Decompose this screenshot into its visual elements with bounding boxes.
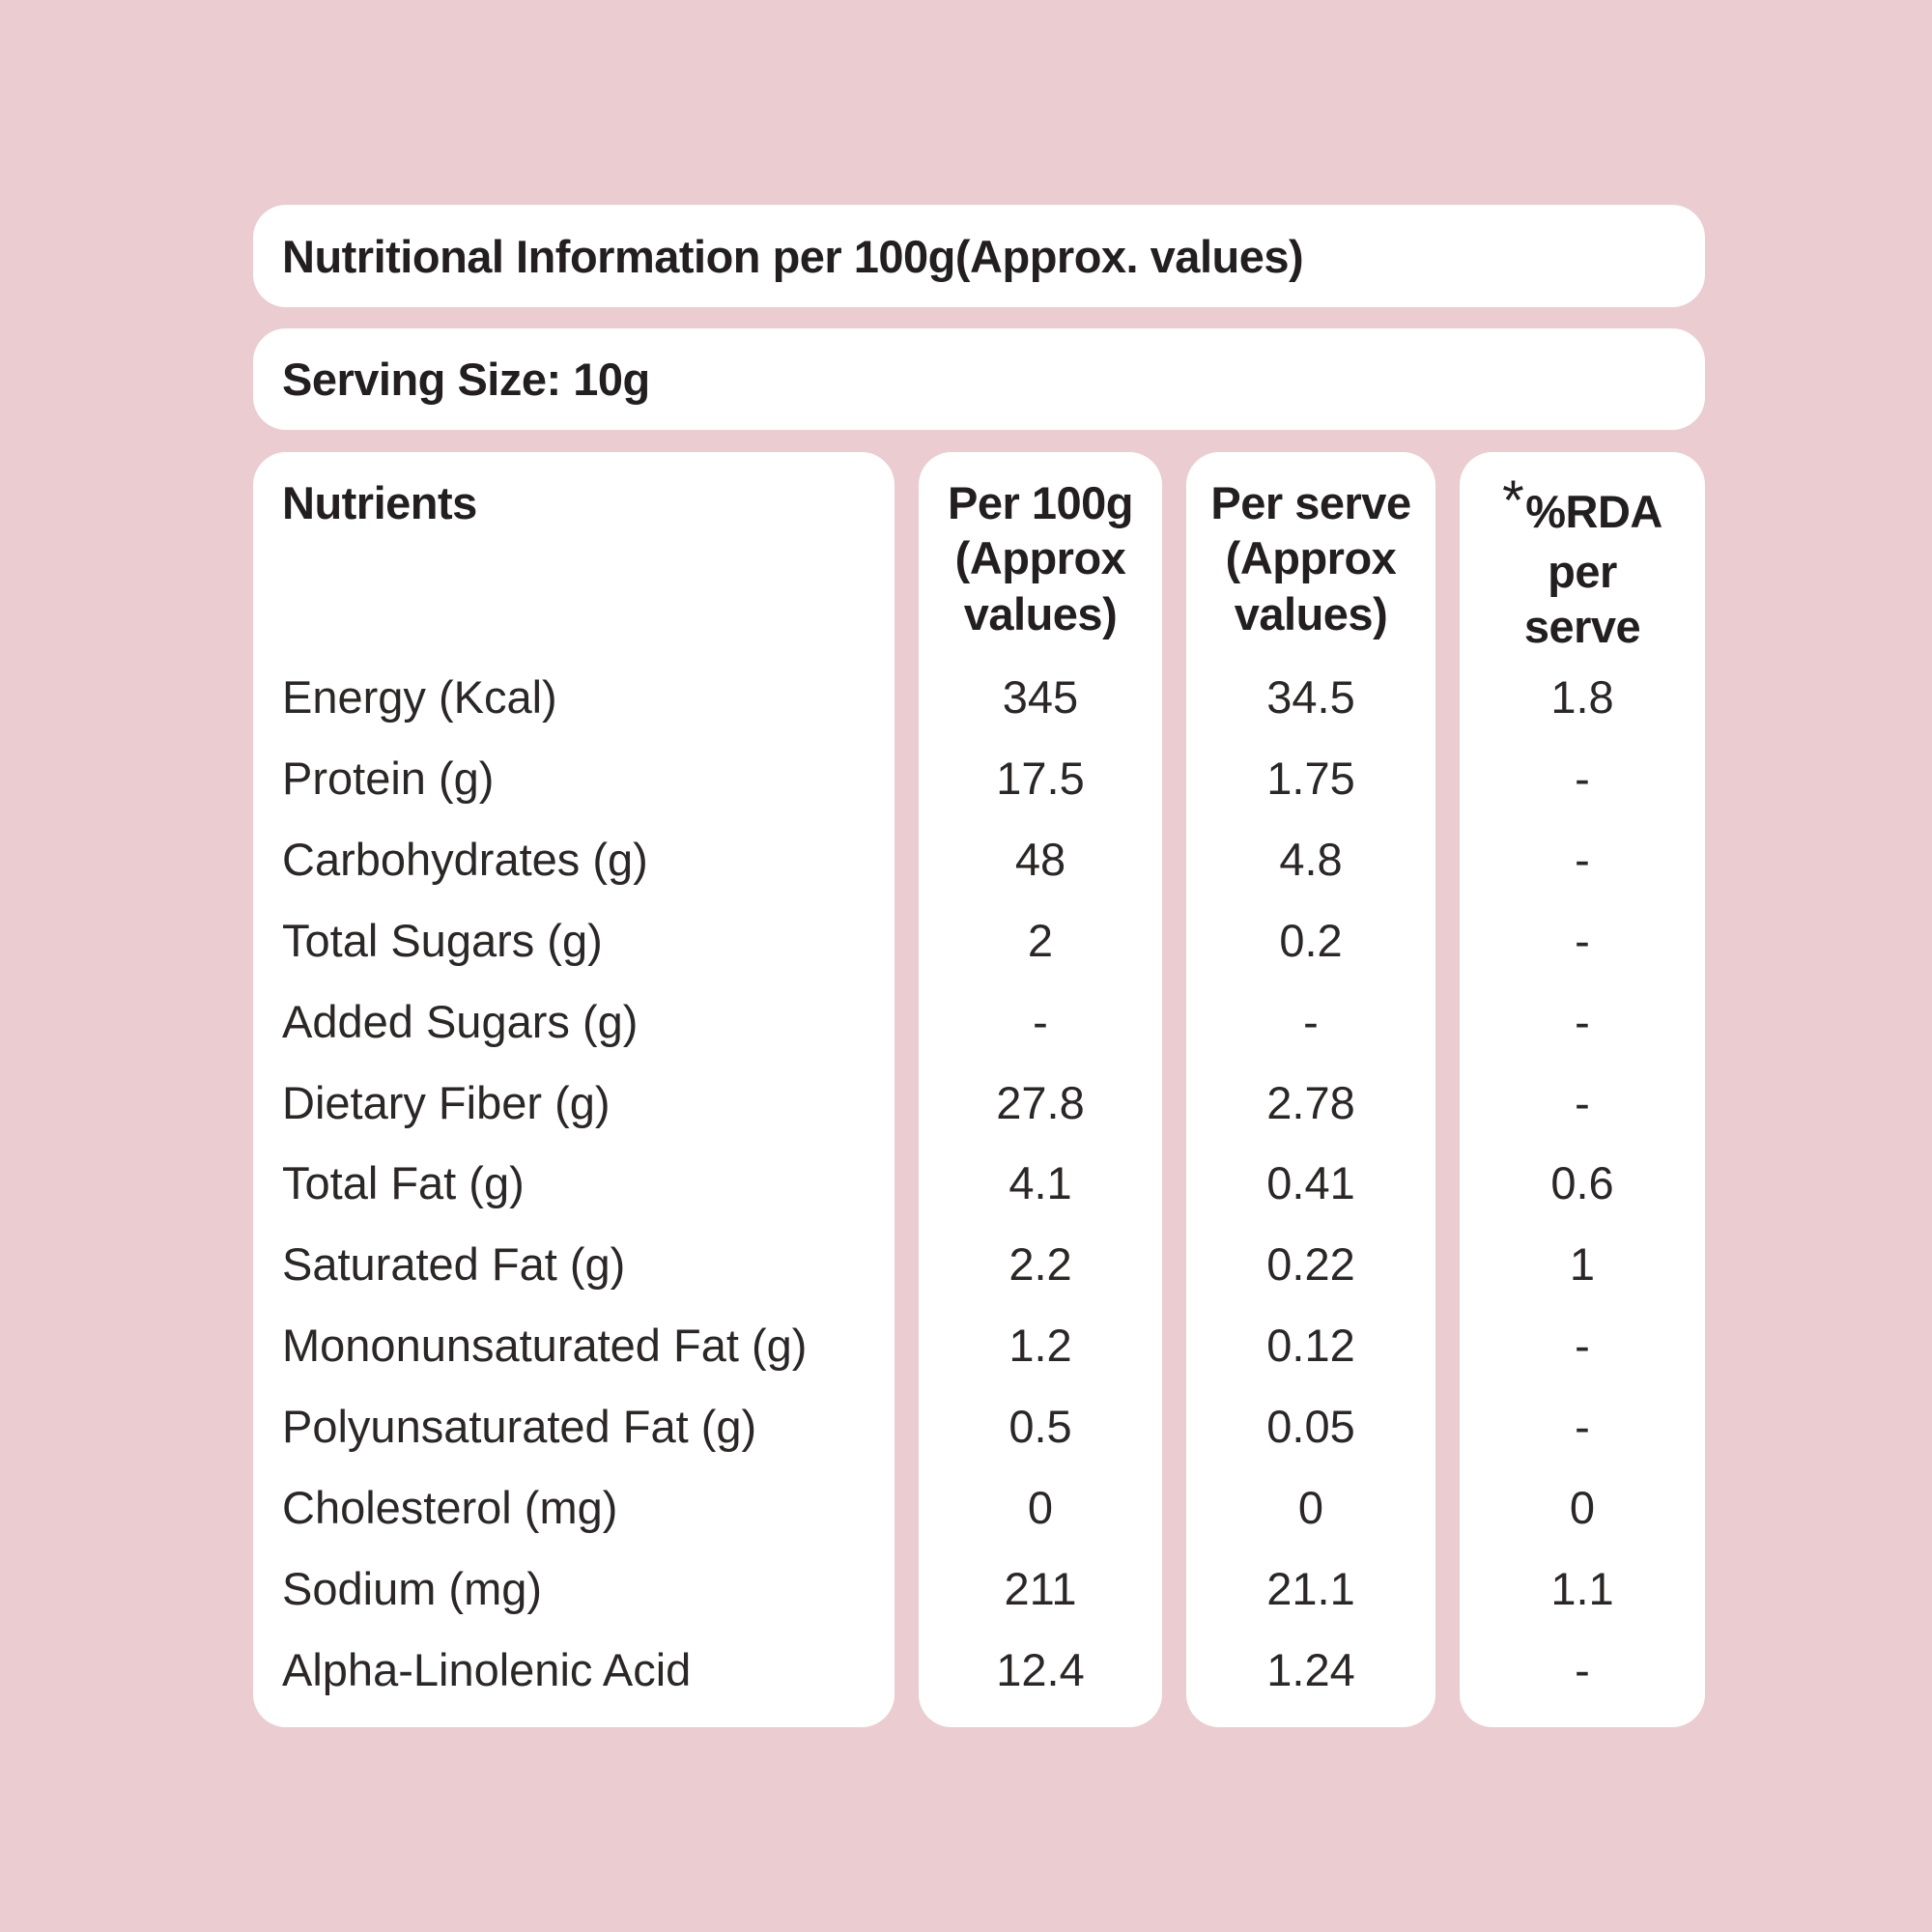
- value-cell-per_serve: 2.78: [1266, 1076, 1355, 1128]
- nutrient-name-cell: Protein (g): [282, 753, 495, 805]
- value-cell-rda: 1.8: [1550, 671, 1614, 724]
- nutrient-name-cell: Added Sugars (g): [282, 995, 639, 1047]
- value-cell-rda: 1.1: [1550, 1562, 1614, 1614]
- nutrient-name-cell: Polyunsaturated Fat (g): [282, 1401, 757, 1453]
- value-cell-per_serve: 4.8: [1279, 834, 1343, 886]
- value-cell-per_100g: 12.4: [996, 1643, 1085, 1695]
- column-per-serve: Per serve (Approx values) 34.5 1.75 4.8 0.2…: [1186, 452, 1435, 1727]
- per-100g-value-rows: 345 17.5 48 2 - 27.8 4.1 2.2 1.2 0.5 0 211 12.4: [919, 657, 1162, 1710]
- column-header-per-serve: Per serve (Approx values): [1210, 477, 1411, 639]
- column-nutrients: Nutrients Energy (Kcal) Protein (g) Carboh…: [253, 452, 895, 1727]
- nutrient-name-cell: Energy (Kcal): [282, 671, 557, 724]
- per-serve-value-rows: 34.5 1.75 4.8 0.2 - 2.78 0.41 0.22 0.12 0.05 0 21.1…: [1186, 657, 1435, 1710]
- rda-value-rows: 1.8 - - - - - 0.6 1 - - 0 1.1 -: [1460, 657, 1705, 1710]
- rda-header-text: %RDA per serve: [1523, 486, 1663, 653]
- column-rda: *%RDA per serve 1.8 - - - - - 0.6 1 - - 0 1.1 -: [1460, 452, 1705, 1727]
- value-cell-per_serve: 1.75: [1266, 753, 1355, 805]
- value-cell-per_serve: 0.12: [1266, 1320, 1355, 1372]
- value-cell-per_100g: 27.8: [996, 1076, 1085, 1128]
- value-cell-per_100g: -: [1033, 995, 1048, 1047]
- value-cell-rda: -: [1575, 1320, 1590, 1372]
- value-cell-rda: -: [1575, 1076, 1590, 1128]
- value-cell-per_serve: 0.2: [1279, 914, 1343, 966]
- value-cell-per_serve: 0: [1297, 1481, 1324, 1533]
- page-title: Nutritional Information per 100g(Approx.…: [282, 230, 1304, 282]
- value-cell-per_serve: 0.22: [1266, 1238, 1355, 1291]
- value-cell-rda: -: [1575, 914, 1590, 966]
- value-cell-per_100g: 0.5: [1009, 1401, 1072, 1453]
- rda-asterisk: *: [1502, 469, 1524, 532]
- value-cell-per_100g: 48: [1014, 834, 1066, 886]
- nutrient-name-rows: Energy (Kcal) Protein (g) Carbohydrates (g…: [253, 657, 895, 1710]
- value-cell-per_100g: 211: [1004, 1562, 1077, 1614]
- serving-size-card: Serving Size: 10g: [253, 328, 1705, 430]
- nutrient-name-cell: Sodium (mg): [282, 1562, 543, 1614]
- value-cell-per_100g: 17.5: [996, 753, 1085, 805]
- column-header-rda: *%RDA per serve: [1460, 469, 1705, 657]
- value-cell-per_serve: 1.24: [1266, 1643, 1355, 1695]
- nutrient-name-cell: Total Sugars (g): [282, 914, 603, 966]
- value-cell-rda: -: [1575, 753, 1590, 805]
- column-header-per-100g: Per 100g (Approx values): [948, 477, 1133, 639]
- value-cell-rda: -: [1575, 1401, 1590, 1453]
- value-cell-per_100g: 4.1: [1009, 1157, 1072, 1209]
- nutrient-name-cell: Total Fat (g): [282, 1157, 525, 1209]
- value-cell-per_serve: 0.05: [1266, 1401, 1355, 1453]
- value-cell-rda: -: [1575, 995, 1590, 1047]
- nutrient-name-cell: Alpha-Linolenic Acid: [282, 1643, 692, 1695]
- value-cell-per_serve: 34.5: [1266, 671, 1355, 724]
- nutrition-table: Nutrients Energy (Kcal) Protein (g) Carboh…: [253, 452, 1705, 1727]
- value-cell-per_serve: 21.1: [1266, 1562, 1355, 1614]
- nutrient-name-cell: Cholesterol (mg): [282, 1481, 618, 1533]
- column-header-nutrients: Nutrients: [282, 477, 477, 528]
- value-cell-rda: -: [1575, 1643, 1590, 1695]
- value-cell-rda: 0.6: [1550, 1157, 1614, 1209]
- value-cell-per_serve: -: [1303, 995, 1319, 1047]
- nutrient-name-cell: Dietary Fiber (g): [282, 1076, 611, 1128]
- column-per-100g: Per 100g (Approx values) 345 17.5 48 2 - 27.8…: [919, 452, 1162, 1727]
- serving-size-text: Serving Size: 10g: [282, 354, 650, 405]
- nutrient-name-cell: Saturated Fat (g): [282, 1238, 626, 1291]
- nutrient-name-cell: Carbohydrates (g): [282, 834, 648, 886]
- value-cell-rda: 0: [1569, 1481, 1596, 1533]
- title-card: Nutritional Information per 100g(Approx.…: [253, 205, 1705, 307]
- nutrient-name-cell: Mononunsaturated Fat (g): [282, 1320, 808, 1372]
- value-cell-rda: -: [1575, 834, 1590, 886]
- value-cell-per_100g: 2: [1027, 914, 1054, 966]
- value-cell-rda: 1: [1569, 1238, 1596, 1291]
- value-cell-per_serve: 0.41: [1266, 1157, 1355, 1209]
- value-cell-per_100g: 1.2: [1009, 1320, 1072, 1372]
- value-cell-per_100g: 345: [1002, 671, 1079, 724]
- value-cell-per_100g: 0: [1027, 1481, 1054, 1533]
- value-cell-per_100g: 2.2: [1009, 1238, 1072, 1291]
